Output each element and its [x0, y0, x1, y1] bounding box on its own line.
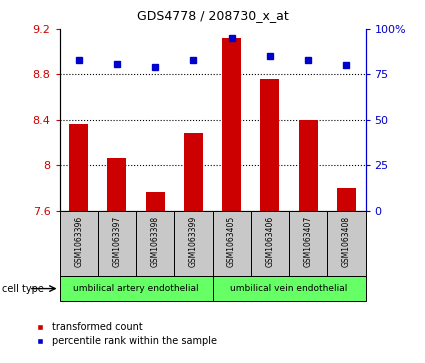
- Text: GSM1063396: GSM1063396: [74, 216, 83, 267]
- Text: GSM1063397: GSM1063397: [112, 216, 122, 267]
- Bar: [222, 38, 241, 211]
- Bar: [212, 211, 251, 276]
- Text: cell type: cell type: [2, 284, 44, 294]
- Text: umbilical artery endothelial: umbilical artery endothelial: [73, 284, 199, 293]
- Bar: [60, 211, 98, 276]
- Text: GSM1063398: GSM1063398: [150, 216, 160, 267]
- Text: GSM1063408: GSM1063408: [342, 216, 351, 267]
- Text: umbilical vein endothelial: umbilical vein endothelial: [230, 284, 348, 293]
- Bar: [251, 211, 289, 276]
- Legend: transformed count, percentile rank within the sample: transformed count, percentile rank withi…: [26, 318, 221, 350]
- Text: GSM1063405: GSM1063405: [227, 216, 236, 267]
- Bar: [212, 276, 366, 301]
- Bar: [136, 211, 174, 276]
- Bar: [260, 79, 280, 211]
- Text: GSM1063407: GSM1063407: [303, 216, 313, 267]
- Bar: [327, 211, 366, 276]
- Bar: [289, 211, 327, 276]
- Bar: [107, 158, 127, 211]
- Bar: [337, 188, 356, 211]
- Bar: [174, 211, 212, 276]
- Bar: [184, 133, 203, 211]
- Bar: [145, 192, 164, 211]
- Bar: [60, 276, 212, 301]
- Bar: [298, 120, 317, 211]
- Bar: [98, 211, 136, 276]
- Bar: [69, 124, 88, 211]
- Text: GSM1063406: GSM1063406: [265, 216, 275, 267]
- Text: GSM1063399: GSM1063399: [189, 216, 198, 267]
- Text: GDS4778 / 208730_x_at: GDS4778 / 208730_x_at: [136, 9, 289, 22]
